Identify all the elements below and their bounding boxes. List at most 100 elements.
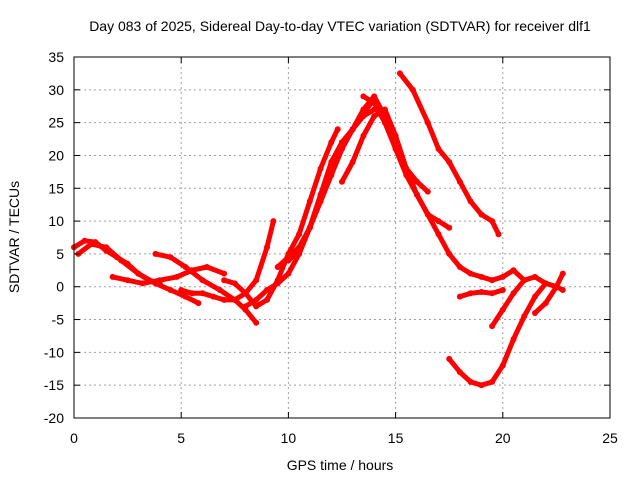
data-point — [360, 93, 367, 100]
data-point — [478, 211, 485, 218]
data-point — [499, 362, 506, 369]
data-point — [489, 277, 496, 284]
grid — [74, 57, 610, 418]
series-line-arc-5 — [178, 218, 276, 303]
data-point — [478, 273, 485, 280]
y-tick-label: 25 — [48, 115, 64, 131]
data-point — [242, 303, 249, 310]
x-tick-label: 25 — [602, 430, 618, 446]
data-point — [489, 290, 496, 297]
data-point — [182, 293, 189, 300]
data-point — [210, 293, 217, 300]
data-point — [456, 369, 463, 376]
x-tick-label: 5 — [177, 430, 185, 446]
data-point — [253, 319, 260, 326]
y-axis-title: SDTVAR / TECUs — [6, 181, 22, 293]
data-point — [221, 277, 228, 284]
data-point — [510, 267, 517, 274]
data-point — [478, 382, 485, 389]
x-tick-label: 0 — [70, 430, 78, 446]
data-point — [424, 119, 431, 126]
data-point — [231, 296, 238, 303]
data-point — [381, 119, 388, 126]
data-point — [360, 132, 367, 139]
data-point — [139, 280, 146, 287]
data-point — [424, 211, 431, 218]
y-tick-labels: -20 -15 -10 -5 0 5 10 15 20 25 30 35 — [44, 49, 64, 426]
data-point — [489, 323, 496, 330]
data-point — [553, 283, 560, 290]
data-point — [328, 139, 335, 146]
plot-frame — [73, 56, 611, 419]
data-point — [349, 159, 356, 165]
y-tick-label: 10 — [48, 213, 64, 229]
data-point — [152, 250, 159, 257]
data-point — [242, 290, 249, 297]
data-point — [167, 254, 174, 261]
y-tick-label: 15 — [48, 180, 64, 196]
series-line-arc-13 — [446, 280, 549, 388]
data-point — [435, 218, 442, 225]
data-point — [109, 273, 116, 280]
data-point — [264, 287, 270, 293]
data-point — [542, 300, 549, 307]
data-point — [392, 132, 399, 139]
series-line-arc-12 — [397, 70, 501, 237]
data-point — [409, 86, 416, 93]
data-point — [392, 145, 399, 152]
data-point — [446, 355, 453, 362]
data-point — [478, 289, 485, 295]
x-axis-title: GPS time / hours — [287, 457, 394, 473]
data-point — [188, 290, 195, 297]
data-point — [221, 270, 228, 277]
data-point — [521, 313, 528, 320]
data-point — [156, 277, 163, 284]
data-point — [499, 287, 506, 293]
data-point — [203, 264, 210, 270]
data-point — [532, 293, 538, 300]
data-point — [396, 70, 403, 77]
y-tick-label: -5 — [52, 312, 65, 328]
data-point — [339, 178, 345, 185]
data-point — [371, 93, 378, 100]
data-point — [182, 264, 189, 270]
series-line-arc-11 — [360, 93, 527, 283]
data-point — [446, 224, 453, 231]
series-line-arc-16 — [532, 271, 566, 316]
data-point — [317, 191, 324, 198]
data-point — [542, 280, 549, 287]
data-point — [559, 270, 566, 277]
data-point — [285, 257, 292, 264]
data-point — [489, 378, 496, 385]
data-point — [334, 126, 341, 133]
data-point — [296, 247, 303, 254]
data-point — [339, 139, 345, 146]
data-point — [435, 231, 442, 238]
y-tick-label: -15 — [44, 377, 64, 393]
data-point — [532, 310, 538, 316]
data-point — [270, 218, 277, 225]
data-point — [467, 290, 474, 297]
data-point — [264, 296, 270, 303]
data-point — [118, 257, 125, 264]
data-point — [317, 165, 324, 172]
data-point — [296, 231, 303, 238]
data-point — [424, 188, 431, 195]
y-tick-label: 35 — [48, 49, 64, 65]
data-point — [499, 273, 506, 280]
data-point — [521, 277, 528, 284]
axis-ticks — [73, 56, 611, 419]
y-tick-label: 30 — [48, 82, 64, 98]
data-point — [446, 250, 453, 257]
data-point — [489, 218, 496, 225]
data-point — [446, 159, 453, 165]
y-tick-label: -10 — [44, 344, 64, 360]
data-point — [499, 306, 506, 313]
data-point — [532, 273, 538, 280]
data-point — [435, 145, 442, 152]
data-point — [173, 273, 180, 280]
data-point — [559, 287, 566, 293]
x-tick-label: 20 — [495, 430, 511, 446]
data-point — [124, 277, 131, 284]
